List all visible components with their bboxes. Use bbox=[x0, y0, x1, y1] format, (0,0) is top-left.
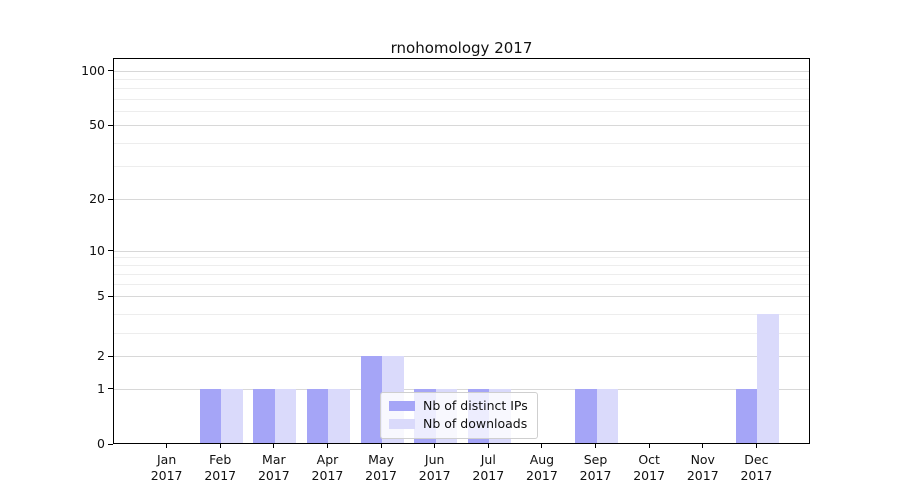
y-tick-label: 50 bbox=[89, 117, 105, 132]
gridline-minor bbox=[114, 143, 809, 145]
x-tick-label: Oct 2017 bbox=[633, 452, 666, 483]
chart-title: rnohomology 2017 bbox=[390, 39, 533, 57]
gridline-major bbox=[114, 125, 809, 126]
gridline-minor bbox=[114, 332, 809, 334]
bar-distinct-ips-dec bbox=[735, 388, 758, 443]
gridline-major bbox=[114, 199, 809, 200]
x-tick bbox=[595, 444, 597, 448]
y-tick-label: 5 bbox=[97, 288, 105, 303]
gridline-major bbox=[114, 296, 809, 297]
gridline-minor bbox=[114, 273, 809, 275]
x-tick bbox=[487, 444, 489, 448]
y-tick bbox=[108, 250, 113, 251]
legend-swatch-distinct-ips-icon bbox=[389, 401, 415, 411]
x-tick bbox=[702, 444, 704, 448]
gridline-major bbox=[114, 250, 809, 252]
gridline-minor bbox=[114, 88, 809, 90]
y-tick-label: 0 bbox=[97, 436, 105, 451]
legend-item-distinct-ips: Nb of distinct IPs bbox=[389, 397, 528, 415]
bar-distinct-ips-feb bbox=[199, 388, 222, 443]
x-tick bbox=[326, 444, 328, 448]
y-tick bbox=[108, 355, 113, 357]
x-tick-label: Jul 2017 bbox=[472, 452, 505, 483]
bar-downloads-sep bbox=[596, 388, 619, 443]
bar-downloads-dec bbox=[757, 314, 779, 443]
x-tick-label: Mar 2017 bbox=[257, 452, 290, 483]
gridline-major bbox=[114, 70, 809, 72]
x-tick bbox=[648, 444, 650, 448]
gridline-minor bbox=[114, 284, 809, 286]
y-tick bbox=[108, 124, 113, 126]
bar-downloads-apr bbox=[328, 388, 350, 443]
bar-distinct-ips-mar bbox=[253, 388, 275, 443]
x-tick bbox=[380, 444, 382, 448]
gridline-minor bbox=[114, 166, 809, 168]
x-tick bbox=[541, 444, 543, 448]
x-tick-label: Sep 2017 bbox=[579, 452, 612, 483]
y-tick bbox=[108, 198, 113, 200]
y-tick-label: 10 bbox=[89, 242, 105, 258]
x-tick bbox=[273, 444, 275, 448]
gridline-minor bbox=[114, 98, 809, 100]
x-tick-label: Aug 2017 bbox=[526, 452, 558, 483]
gridline-major bbox=[114, 388, 809, 390]
y-tick-label: 2 bbox=[97, 348, 105, 363]
gridline-minor bbox=[114, 257, 809, 259]
x-tick-label: Nov 2017 bbox=[686, 452, 719, 483]
x-tick-label: Jan 2017 bbox=[150, 452, 183, 483]
bar-distinct-ips-apr bbox=[306, 388, 329, 443]
x-tick-label: Jun 2017 bbox=[418, 452, 451, 483]
x-tick-label: May 2017 bbox=[365, 452, 397, 483]
x-tick bbox=[434, 444, 436, 448]
bar-distinct-ips-may bbox=[360, 356, 383, 443]
y-tick bbox=[108, 295, 113, 297]
bar-downloads-mar bbox=[274, 388, 297, 443]
y-tick-label: 20 bbox=[89, 191, 105, 206]
x-tick-label: Apr 2017 bbox=[311, 452, 344, 483]
legend-label-downloads: Nb of downloads bbox=[423, 416, 528, 431]
gridline-minor bbox=[114, 110, 809, 112]
legend-swatch-downloads-icon bbox=[389, 419, 415, 429]
y-tick bbox=[108, 443, 113, 445]
x-tick bbox=[755, 444, 757, 448]
x-tick bbox=[219, 444, 221, 448]
legend: Nb of distinct IPs Nb of downloads bbox=[380, 392, 538, 439]
legend-item-downloads: Nb of downloads bbox=[389, 415, 528, 433]
plot-area bbox=[113, 58, 810, 444]
x-tick-label: Dec 2017 bbox=[740, 452, 773, 483]
gridline-major bbox=[114, 356, 809, 357]
x-tick-label: Feb 2017 bbox=[204, 452, 237, 483]
gridline-minor bbox=[114, 314, 809, 315]
x-tick bbox=[166, 444, 168, 448]
legend-label-distinct-ips: Nb of distinct IPs bbox=[423, 398, 528, 413]
gridline-minor bbox=[114, 265, 809, 267]
y-tick-label: 100 bbox=[81, 62, 105, 78]
y-tick bbox=[108, 388, 113, 389]
bar-downloads-feb bbox=[221, 388, 243, 443]
gridline-minor bbox=[114, 78, 809, 80]
y-tick-label: 1 bbox=[97, 380, 105, 396]
bar-distinct-ips-sep bbox=[575, 388, 597, 443]
y-tick bbox=[108, 70, 113, 71]
